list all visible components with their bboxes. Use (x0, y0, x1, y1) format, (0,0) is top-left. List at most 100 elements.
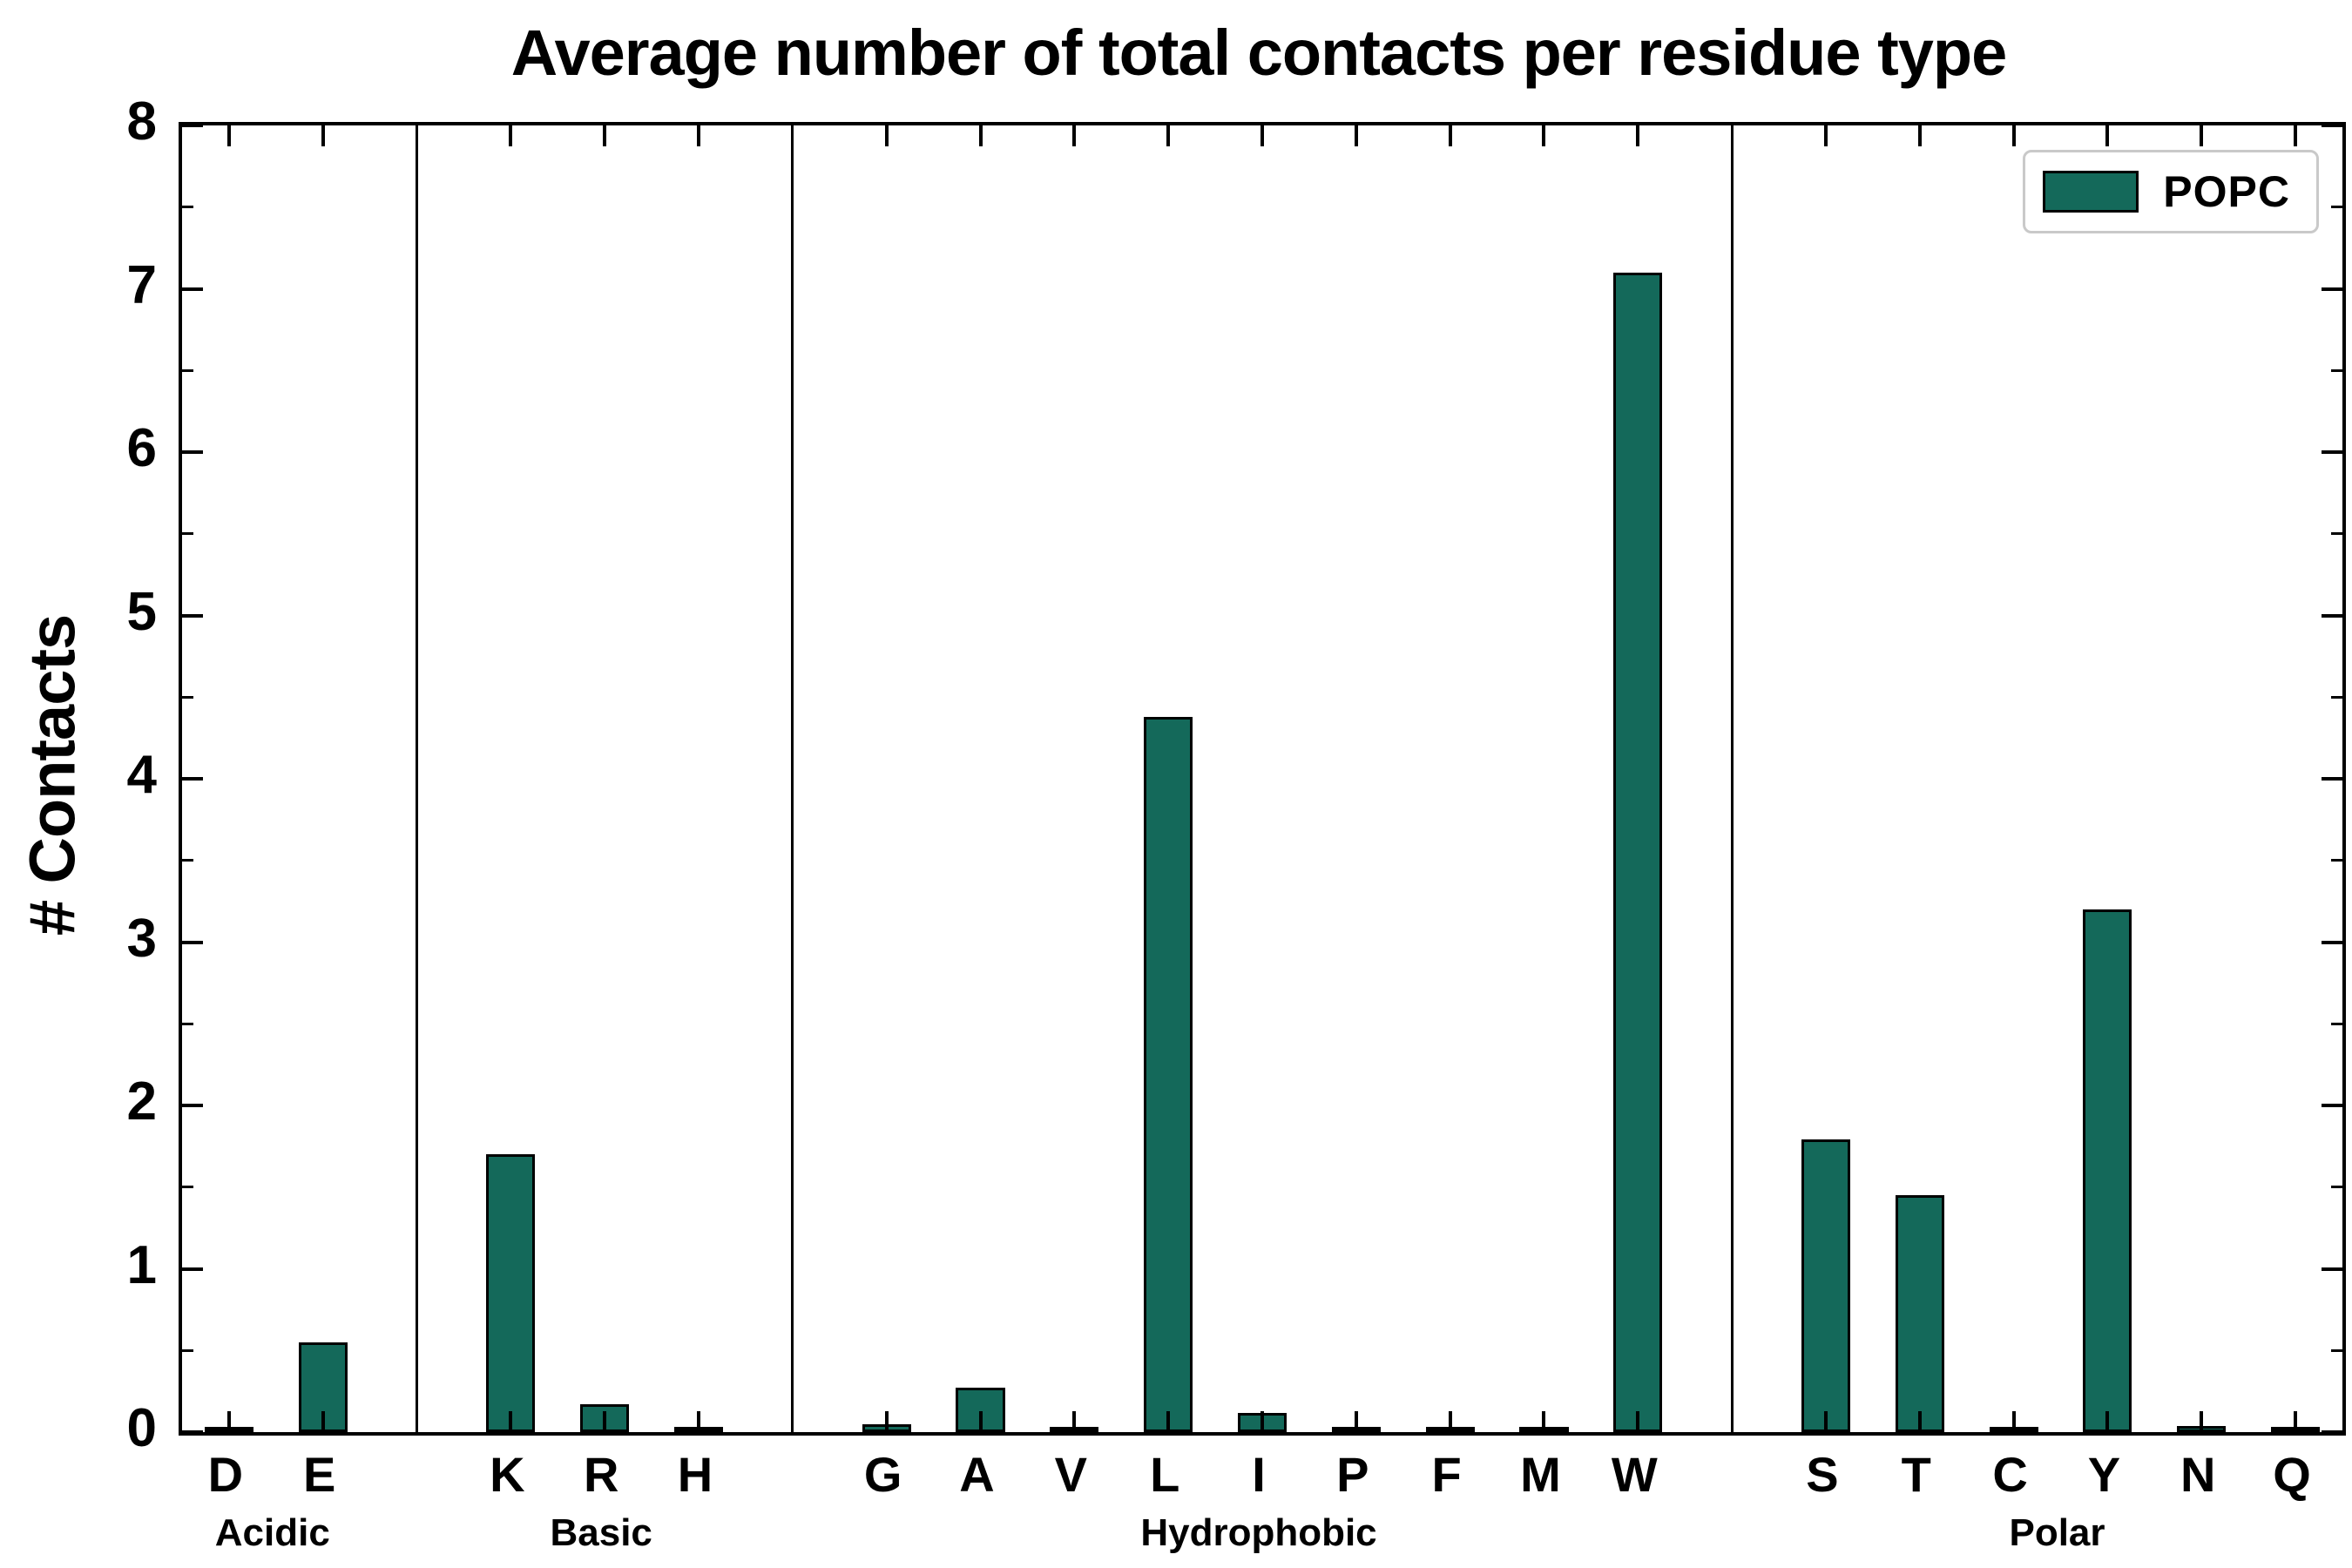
y-tick-right (2322, 613, 2342, 618)
chart-title: Average number of total contacts per res… (510, 17, 2008, 89)
y-minor-tick-right (2331, 1022, 2342, 1025)
group-divider (791, 125, 794, 1432)
x-tick-bottom (1448, 1411, 1452, 1432)
y-tick-right (2322, 1267, 2342, 1271)
x-tick-bottom (321, 1411, 325, 1432)
y-minor-tick-left (182, 1348, 193, 1352)
bar-W (1613, 272, 1663, 1432)
x-tick-top (226, 125, 231, 146)
y-tick-right (2322, 450, 2342, 454)
x-tick-top (1260, 125, 1264, 146)
x-tick-bottom (2200, 1411, 2204, 1432)
y-minor-tick-right (2331, 695, 2342, 699)
y-tick-label: 4 (126, 745, 157, 805)
x-tick-label-Q: Q (2273, 1447, 2311, 1502)
y-tick-right (2322, 124, 2342, 127)
y-tick-left (182, 124, 203, 127)
x-tick-bottom (1917, 1411, 1922, 1432)
x-tick-top (978, 125, 983, 146)
y-minor-tick-left (182, 1186, 193, 1189)
x-tick-top (1542, 125, 1546, 146)
x-tick-label-C: C (1992, 1447, 2028, 1502)
x-tick-label-E: E (303, 1447, 336, 1502)
x-tick-label-Y: Y (2087, 1447, 2121, 1502)
x-tick-top (2294, 125, 2298, 146)
x-tick-bottom (2105, 1411, 2110, 1432)
x-tick-label-P: P (1336, 1447, 1369, 1502)
x-tick-label-K: K (490, 1447, 525, 1502)
x-tick-top (2011, 125, 2016, 146)
x-tick-top (1636, 125, 1640, 146)
y-tick-right (2322, 287, 2342, 291)
x-tick-label-S: S (1806, 1447, 1839, 1502)
x-tick-top (1072, 125, 1077, 146)
y-tick-right (2322, 940, 2342, 944)
y-minor-tick-right (2331, 859, 2342, 862)
x-tick-top (603, 125, 607, 146)
x-tick-bottom (978, 1411, 983, 1432)
y-minor-tick-left (182, 206, 193, 209)
y-tick-right (2322, 777, 2342, 781)
x-tick-label-A: A (959, 1447, 995, 1502)
x-tick-bottom (1166, 1411, 1171, 1432)
x-tick-bottom (1636, 1411, 1640, 1432)
x-tick-bottom (603, 1411, 607, 1432)
bar-K (486, 1154, 536, 1432)
group-label-basic: Basic (550, 1511, 652, 1554)
x-tick-bottom (2294, 1411, 2298, 1432)
x-tick-bottom (226, 1411, 231, 1432)
group-label-acidic: Acidic (214, 1511, 330, 1554)
group-label-polar: Polar (2009, 1511, 2105, 1554)
y-tick-left (182, 613, 203, 618)
x-tick-label-L: L (1150, 1447, 1180, 1502)
plot-area (179, 122, 2346, 1436)
x-tick-top (509, 125, 513, 146)
y-minor-tick-left (182, 695, 193, 699)
y-tick-label: 3 (126, 908, 157, 969)
bar-Y (2083, 909, 2132, 1432)
y-minor-tick-left (182, 368, 193, 372)
y-tick-right (2322, 1104, 2342, 1107)
y-minor-tick-left (182, 1022, 193, 1025)
x-tick-bottom (1823, 1411, 1828, 1432)
y-tick-label: 5 (126, 581, 157, 642)
y-minor-tick-right (2331, 206, 2342, 209)
y-tick-left (182, 450, 203, 454)
legend-swatch-popc (2043, 171, 2139, 213)
bar-S (1801, 1139, 1850, 1432)
x-tick-label-M: M (1520, 1447, 1561, 1502)
x-tick-top (2200, 125, 2204, 146)
y-tick-right (2322, 1430, 2342, 1434)
y-tick-label: 8 (126, 91, 157, 152)
x-tick-top (1448, 125, 1452, 146)
x-tick-bottom (1354, 1411, 1358, 1432)
group-divider (1730, 125, 1734, 1432)
x-tick-bottom (884, 1411, 889, 1432)
x-tick-top (2105, 125, 2110, 146)
y-tick-left (182, 1104, 203, 1107)
x-tick-label-G: G (863, 1447, 902, 1502)
y-tick-label: 2 (126, 1071, 157, 1132)
y-minor-tick-right (2331, 368, 2342, 372)
x-tick-top (1823, 125, 1828, 146)
x-tick-bottom (2011, 1411, 2016, 1432)
y-tick-label: 0 (126, 1398, 157, 1458)
x-tick-top (321, 125, 325, 146)
y-minor-tick-left (182, 532, 193, 536)
x-tick-label-F: F (1431, 1447, 1462, 1502)
legend-label: POPC (2163, 167, 2290, 216)
x-tick-label-I: I (1252, 1447, 1266, 1502)
y-tick-left (182, 287, 203, 291)
bar-L (1144, 716, 1193, 1432)
group-divider (416, 125, 419, 1432)
y-tick-left (182, 940, 203, 944)
x-tick-bottom (1260, 1411, 1264, 1432)
x-tick-top (697, 125, 701, 146)
y-minor-tick-right (2331, 532, 2342, 536)
x-tick-top (884, 125, 889, 146)
y-minor-tick-left (182, 859, 193, 862)
x-tick-top (1166, 125, 1171, 146)
x-tick-bottom (1072, 1411, 1077, 1432)
x-tick-label-R: R (583, 1447, 619, 1502)
